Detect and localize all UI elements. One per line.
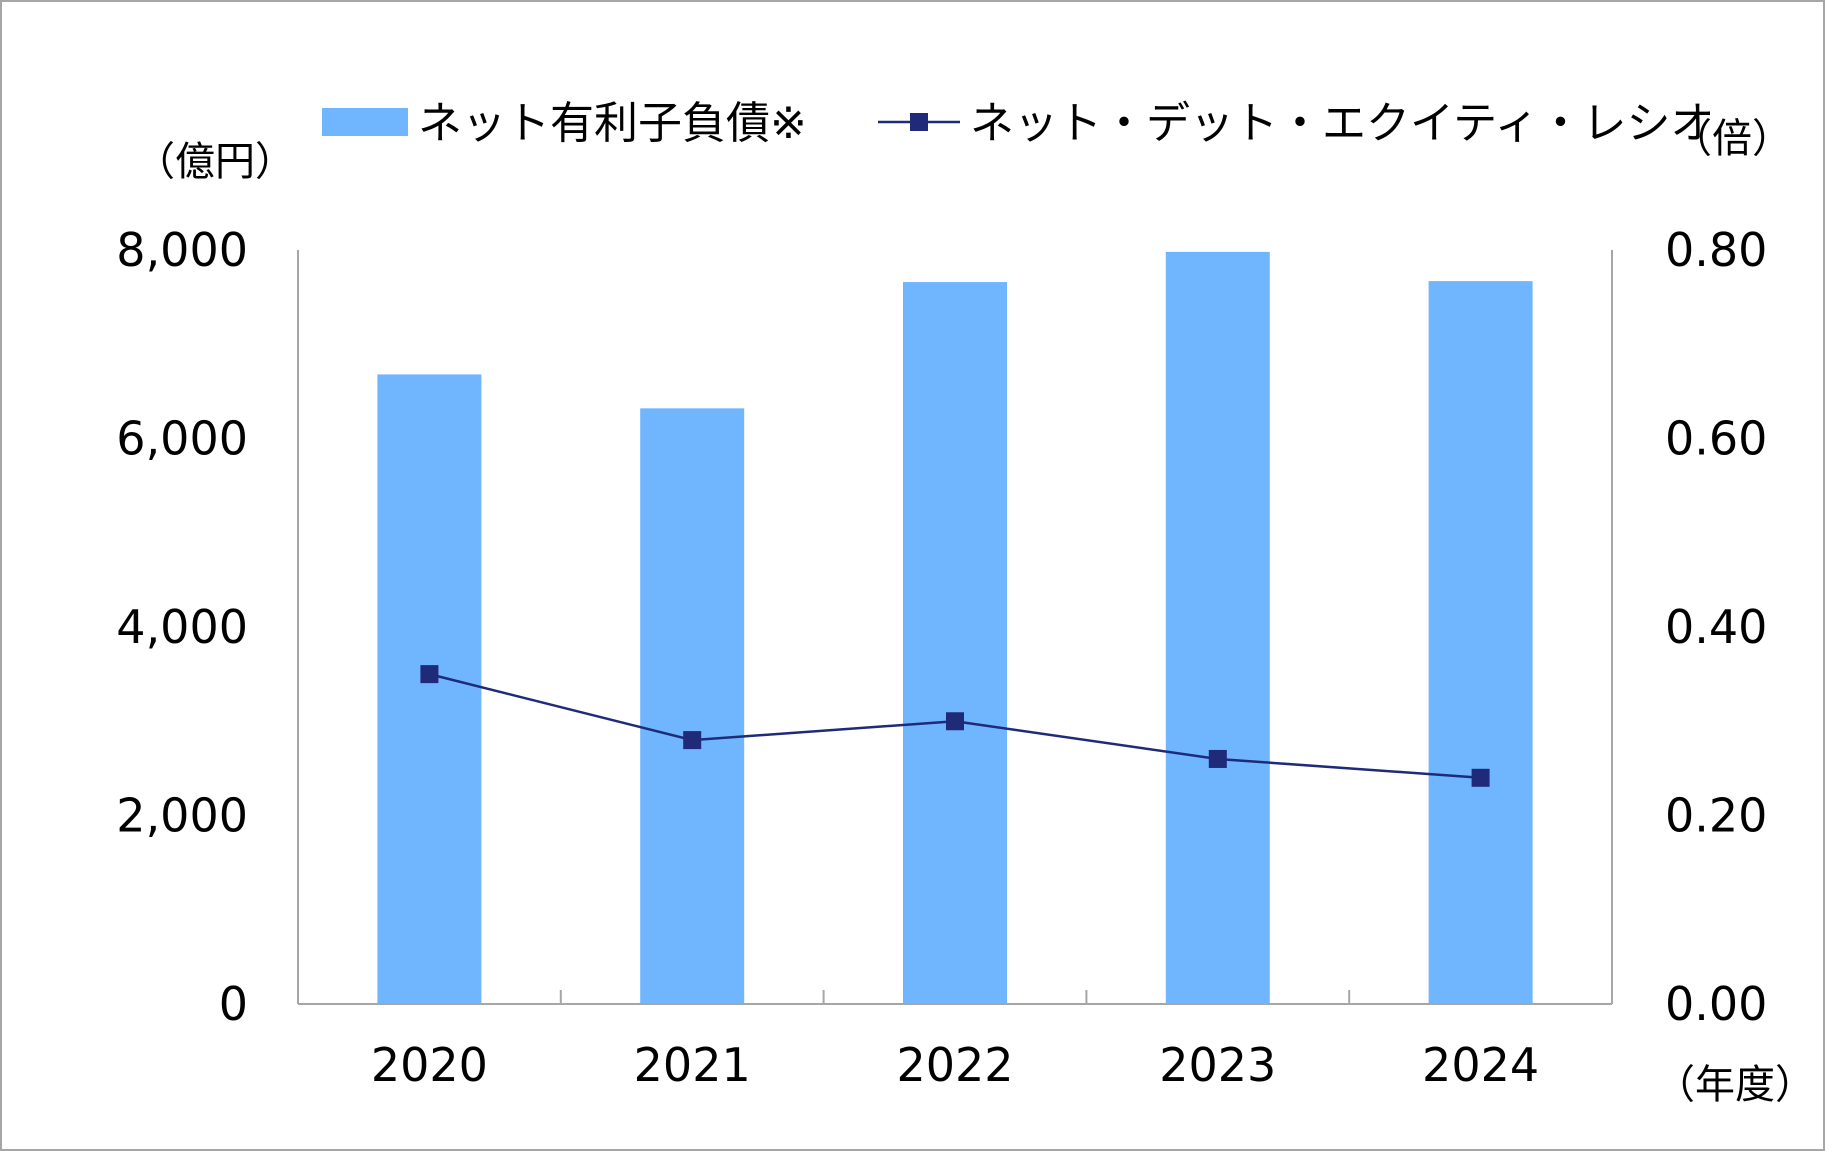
legend-line-label: ネット・デット・エクイティ・レシオ	[970, 98, 1714, 149]
right-tick-label: 0.00	[1665, 977, 1767, 1031]
bar-2021	[640, 408, 745, 1005]
right-tick-label: 0.60	[1665, 412, 1767, 466]
ratio-marker-2024	[1471, 768, 1490, 787]
x-tick-label: 2021	[634, 1038, 751, 1092]
legend: ネット有利子負債※ ネット・デット・エクイティ・レシオ	[322, 98, 1714, 149]
ratio-marker-2021	[683, 731, 702, 750]
left-tick-label: 4,000	[116, 600, 248, 654]
right-tick-label: 0.20	[1665, 789, 1767, 843]
ratio-marker-2022	[946, 712, 964, 731]
legend-line-marker	[910, 113, 928, 131]
ticks-layer: 0 2,000 4,000 6,000 8,000 0.00 0.20 0.40 0.60 0.8…	[116, 223, 1767, 1092]
x-tick-label: 2023	[1159, 1038, 1276, 1092]
left-axis-unit-label: （億円）	[135, 139, 295, 185]
line-layer	[420, 665, 1490, 787]
bar-2023	[1165, 251, 1270, 1004]
right-axis-unit-label: （倍）	[1672, 116, 1792, 162]
bars-layer	[377, 251, 1533, 1005]
left-tick-label: 2,000	[116, 789, 248, 843]
x-axis-unit-label: （年度）	[1655, 1062, 1815, 1108]
right-tick-label: 0.80	[1665, 223, 1767, 277]
left-tick-label: 8,000	[116, 223, 248, 277]
legend-bar-label: ネット有利子負債※	[418, 98, 807, 149]
bar-2024	[1428, 281, 1533, 1004]
axes-layer	[297, 250, 1613, 1005]
legend-bar-swatch	[322, 108, 408, 136]
bar-2022	[903, 282, 1007, 1004]
right-tick-label: 0.40	[1665, 600, 1767, 654]
left-tick-label: 6,000	[116, 412, 248, 466]
x-tick-label: 2022	[896, 1038, 1013, 1092]
ratio-marker-2020	[420, 665, 439, 684]
ratio-marker-2023	[1208, 749, 1227, 768]
x-tick-label: 2020	[371, 1038, 488, 1092]
x-tick-label: 2024	[1422, 1038, 1539, 1092]
left-tick-label: 0	[219, 977, 248, 1031]
bar-2020	[377, 374, 482, 1004]
